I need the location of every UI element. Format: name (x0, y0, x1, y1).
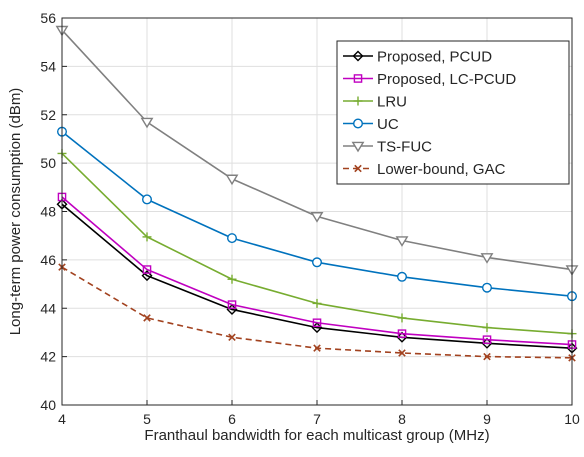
data-point (397, 313, 407, 323)
legend-marker (353, 118, 364, 129)
data-point (228, 333, 236, 342)
legend-label: Proposed, LC-PCUD (377, 71, 516, 88)
x-tick-label: 6 (228, 411, 236, 427)
y-tick-label: 46 (40, 252, 56, 268)
data-point (227, 274, 237, 284)
data-point (142, 232, 152, 242)
marker-shape (480, 253, 494, 264)
data-point (482, 335, 492, 344)
y-tick-label: 42 (40, 349, 56, 365)
marker-shape (397, 329, 407, 338)
y-tick-label: 40 (40, 397, 56, 413)
marker-shape (227, 300, 237, 309)
data-point (483, 352, 491, 361)
marker-shape (228, 333, 236, 342)
data-point (142, 265, 152, 274)
legend: Proposed, PCUD Proposed, LC-PCUD LRU UC TS-F… (336, 40, 570, 185)
legend-item: Lower-bound, GAC (343, 161, 506, 178)
marker-shape (397, 271, 408, 282)
legend-label: Lower-bound, GAC (377, 161, 506, 178)
legend-marker (351, 141, 365, 153)
x-tick-label: 8 (398, 411, 406, 427)
data-point (225, 174, 239, 186)
marker-shape (482, 335, 492, 344)
x-tick-label: 7 (313, 411, 321, 427)
legend-item: TS-FUC (343, 139, 432, 156)
legend-label: TS-FUC (377, 139, 432, 156)
data-point (310, 212, 324, 223)
data-point (143, 314, 151, 322)
marker-shape (395, 236, 409, 247)
y-tick-label: 44 (40, 300, 56, 316)
legend-label: LRU (377, 94, 407, 111)
series-6 (58, 263, 576, 362)
marker-shape (143, 314, 151, 322)
data-point (227, 300, 237, 309)
marker-shape (142, 265, 152, 274)
x-tick-label: 10 (564, 411, 580, 427)
legend-label: Proposed, PCUD (377, 49, 492, 66)
data-point (395, 236, 409, 247)
series-4 (57, 126, 578, 302)
marker-shape (312, 318, 322, 328)
marker-shape (313, 344, 321, 352)
legend-box (336, 40, 570, 185)
marker-shape (352, 50, 364, 62)
marker-shape (482, 282, 493, 293)
data-point (482, 323, 492, 333)
marker-shape (351, 141, 365, 153)
data-point (482, 282, 493, 293)
marker-shape (140, 117, 154, 129)
x-axis-label: Franthaul bandwidth for each multicast g… (144, 427, 489, 444)
marker-shape (398, 349, 406, 357)
marker-shape (312, 257, 323, 268)
data-point (312, 318, 322, 328)
legend-item: Proposed, PCUD (343, 49, 492, 66)
legend-marker (352, 50, 364, 62)
legend-marker (353, 96, 363, 106)
legend-item: LRU (343, 94, 407, 111)
y-axis-label: Long-term power consumption (dBm) (7, 88, 24, 336)
marker-shape (353, 118, 364, 129)
x-tick-label: 4 (58, 411, 66, 427)
y-tick-label: 48 (40, 204, 56, 220)
legend-label: UC (377, 116, 399, 133)
marker-shape (353, 74, 363, 83)
legend-marker (353, 74, 363, 83)
data-point (141, 194, 152, 205)
data-point (397, 271, 408, 282)
data-point (312, 298, 322, 308)
marker-shape (483, 352, 491, 361)
marker-shape (141, 194, 152, 205)
legend-marker (354, 164, 362, 173)
data-point (480, 253, 494, 264)
series-group (55, 25, 579, 362)
marker-shape (226, 233, 237, 244)
data-point (313, 344, 321, 352)
x-tick-label: 9 (483, 411, 491, 427)
data-point (398, 349, 406, 357)
data-point (140, 117, 154, 129)
data-point (226, 233, 237, 244)
x-tick-label: 5 (143, 411, 151, 427)
legend-item: Proposed, LC-PCUD (343, 71, 516, 88)
y-tick-label: 54 (40, 58, 56, 74)
data-point (312, 257, 323, 268)
marker-shape (354, 164, 362, 173)
marker-shape (310, 212, 324, 223)
y-tick-label: 56 (40, 10, 56, 26)
legend-item: UC (343, 116, 399, 133)
data-point (141, 270, 153, 282)
marker-shape (141, 270, 153, 282)
y-tick-label: 52 (40, 107, 56, 123)
data-point (397, 329, 407, 338)
marker-shape (225, 174, 239, 186)
series-line (61, 196, 573, 346)
y-tick-label: 50 (40, 155, 56, 171)
